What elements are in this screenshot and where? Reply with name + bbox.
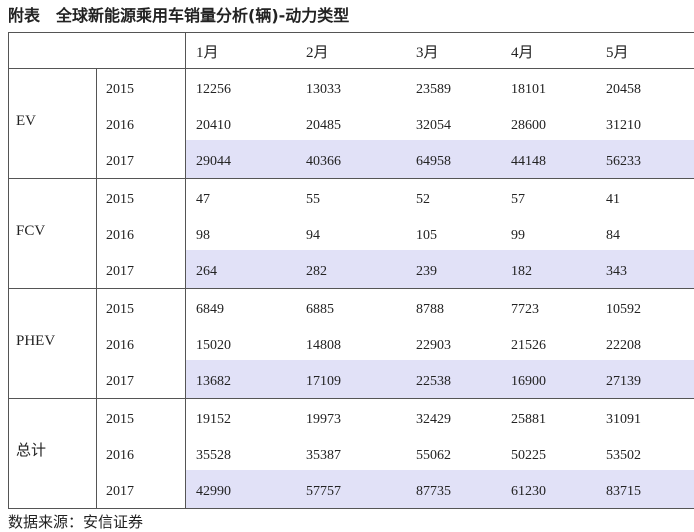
value-cell: 98 bbox=[196, 228, 210, 243]
value-cell: 22903 bbox=[416, 338, 451, 353]
row-divider bbox=[8, 68, 694, 69]
value-cell: 64958 bbox=[416, 154, 451, 169]
value-cell: 25881 bbox=[511, 412, 546, 427]
column-header: 2月 bbox=[306, 45, 329, 61]
column-header: 1月 bbox=[196, 45, 219, 61]
value-cell: 18101 bbox=[511, 82, 546, 97]
table-border bbox=[8, 32, 9, 508]
value-cell: 47 bbox=[196, 192, 210, 207]
year-cell: 2015 bbox=[106, 82, 134, 97]
value-cell: 99 bbox=[511, 228, 525, 243]
year-cell: 2017 bbox=[106, 264, 134, 279]
value-cell: 20485 bbox=[306, 118, 341, 133]
year-cell: 2015 bbox=[106, 192, 134, 207]
value-cell: 28600 bbox=[511, 118, 546, 133]
year-cell: 2017 bbox=[106, 484, 134, 499]
value-cell: 15020 bbox=[196, 338, 231, 353]
value-cell: 19973 bbox=[306, 412, 341, 427]
value-cell: 61230 bbox=[511, 484, 546, 499]
value-cell: 282 bbox=[306, 264, 327, 279]
value-cell: 10592 bbox=[606, 302, 641, 317]
value-cell: 44148 bbox=[511, 154, 546, 169]
value-cell: 40366 bbox=[306, 154, 341, 169]
value-cell: 50225 bbox=[511, 448, 546, 463]
value-cell: 29044 bbox=[196, 154, 231, 169]
row-divider bbox=[8, 178, 694, 179]
row-highlight bbox=[186, 470, 694, 508]
value-cell: 20458 bbox=[606, 82, 641, 97]
year-cell: 2016 bbox=[106, 338, 134, 353]
year-cell: 2016 bbox=[106, 118, 134, 133]
value-cell: 55062 bbox=[416, 448, 451, 463]
value-cell: 17109 bbox=[306, 374, 341, 389]
year-cell: 2015 bbox=[106, 302, 134, 317]
value-cell: 8788 bbox=[416, 302, 444, 317]
value-cell: 31210 bbox=[606, 118, 641, 133]
group-label: FCV bbox=[16, 223, 46, 239]
year-cell: 2017 bbox=[106, 154, 134, 169]
value-cell: 56233 bbox=[606, 154, 641, 169]
value-cell: 13682 bbox=[196, 374, 231, 389]
value-cell: 42990 bbox=[196, 484, 231, 499]
value-cell: 94 bbox=[306, 228, 320, 243]
value-cell: 13033 bbox=[306, 82, 341, 97]
value-cell: 22538 bbox=[416, 374, 451, 389]
column-header: 4月 bbox=[511, 45, 534, 61]
table-title: 附表 全球新能源乘用车销量分析(辆)-动力类型 bbox=[8, 6, 350, 25]
value-cell: 83715 bbox=[606, 484, 641, 499]
value-cell: 52 bbox=[416, 192, 430, 207]
value-cell: 14808 bbox=[306, 338, 341, 353]
value-cell: 23589 bbox=[416, 82, 451, 97]
value-cell: 19152 bbox=[196, 412, 231, 427]
value-cell: 6849 bbox=[196, 302, 224, 317]
value-cell: 22208 bbox=[606, 338, 641, 353]
value-cell: 31091 bbox=[606, 412, 641, 427]
row-highlight bbox=[186, 140, 694, 178]
value-cell: 264 bbox=[196, 264, 217, 279]
value-cell: 32429 bbox=[416, 412, 451, 427]
value-cell: 105 bbox=[416, 228, 437, 243]
row-highlight bbox=[186, 250, 694, 288]
value-cell: 343 bbox=[606, 264, 627, 279]
table-border bbox=[8, 32, 694, 33]
column-header: 5月 bbox=[606, 45, 629, 61]
value-cell: 7723 bbox=[511, 302, 539, 317]
value-cell: 21526 bbox=[511, 338, 546, 353]
row-divider bbox=[8, 508, 694, 509]
value-cell: 87735 bbox=[416, 484, 451, 499]
value-cell: 27139 bbox=[606, 374, 641, 389]
value-cell: 182 bbox=[511, 264, 532, 279]
source-note: 数据来源：安信证券 bbox=[8, 513, 144, 531]
value-cell: 12256 bbox=[196, 82, 231, 97]
value-cell: 55 bbox=[306, 192, 320, 207]
value-cell: 84 bbox=[606, 228, 620, 243]
year-cell: 2016 bbox=[106, 448, 134, 463]
value-cell: 20410 bbox=[196, 118, 231, 133]
value-cell: 57 bbox=[511, 192, 525, 207]
group-label: 总计 bbox=[16, 443, 47, 459]
column-header: 3月 bbox=[416, 45, 439, 61]
column-divider bbox=[185, 32, 186, 508]
value-cell: 57757 bbox=[306, 484, 341, 499]
value-cell: 32054 bbox=[416, 118, 451, 133]
row-divider bbox=[8, 398, 694, 399]
row-divider bbox=[8, 288, 694, 289]
group-label: PHEV bbox=[16, 333, 56, 349]
value-cell: 6885 bbox=[306, 302, 334, 317]
year-cell: 2016 bbox=[106, 228, 134, 243]
value-cell: 53502 bbox=[606, 448, 641, 463]
value-cell: 35387 bbox=[306, 448, 341, 463]
value-cell: 35528 bbox=[196, 448, 231, 463]
year-cell: 2015 bbox=[106, 412, 134, 427]
value-cell: 239 bbox=[416, 264, 437, 279]
row-highlight bbox=[186, 360, 694, 398]
value-cell: 41 bbox=[606, 192, 620, 207]
year-cell: 2017 bbox=[106, 374, 134, 389]
group-label: EV bbox=[16, 113, 36, 129]
value-cell: 16900 bbox=[511, 374, 546, 389]
